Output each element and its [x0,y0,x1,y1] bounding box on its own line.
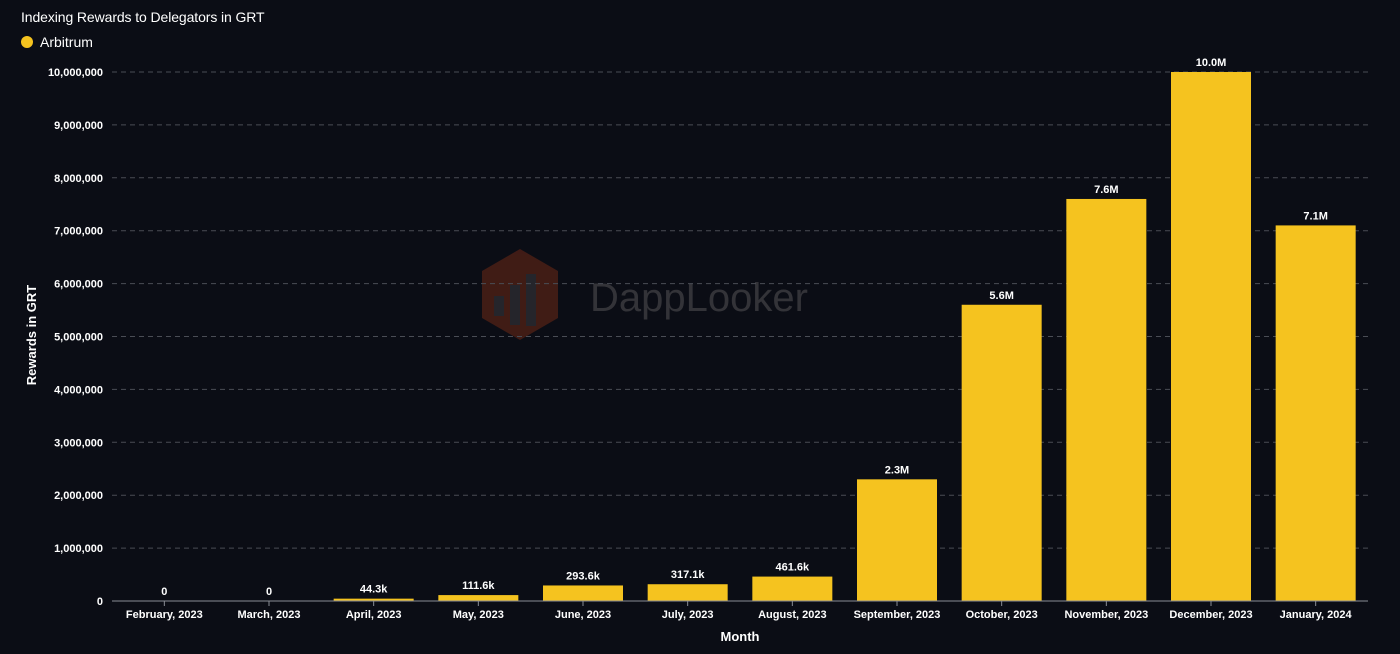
x-tick-label: March, 2023 [238,609,301,621]
data-label: 10.0M [1196,57,1227,69]
legend-label: Arbitrum [40,34,93,50]
data-label: 111.6k [462,580,495,592]
data-label: 7.1M [1303,210,1327,222]
x-tick-label: June, 2023 [555,609,611,621]
bar[interactable] [961,304,1042,601]
x-tick-label: November, 2023 [1064,609,1148,621]
y-tick-label: 3,000,000 [54,437,103,449]
x-tick-label: December, 2023 [1169,609,1252,621]
legend-swatch [21,36,33,48]
x-axis-title: Month [721,629,760,644]
grid [112,71,1368,549]
data-label: 293.6k [566,570,601,582]
data-label: 0 [161,586,167,598]
data-label: 5.6M [989,290,1013,302]
bar[interactable] [438,595,519,601]
watermark: DappLooker [482,249,808,340]
data-label: 0 [266,586,272,598]
y-tick-label: 1,000,000 [54,543,103,555]
dapplooker-logo-icon [482,249,558,340]
bars [333,72,1356,601]
bar[interactable] [1171,72,1251,601]
x-tick-label: April, 2023 [346,609,402,621]
x-tick-label: July, 2023 [662,609,714,621]
bar[interactable] [857,479,937,601]
x-tick-label: May, 2023 [453,609,504,621]
y-tick-label: 10,000,000 [48,67,103,79]
bar[interactable] [333,598,414,601]
chart-title: Indexing Rewards to Delegators in GRT [21,9,265,25]
y-tick-label: 6,000,000 [54,279,103,291]
axes: 0 1,000,000 2,000,000 3,000,000 4,000,000 5,0… [48,67,1368,621]
bar[interactable] [1066,198,1147,601]
y-tick-label: 7,000,000 [54,226,103,238]
y-tick-label: 8,000,000 [54,173,103,185]
y-tick-label: 0 [97,596,103,608]
y-axis-title: Rewards in GRT [24,285,39,385]
data-label: 7.6M [1094,184,1118,196]
x-tick-label: October, 2023 [966,609,1038,621]
y-tick-label: 4,000,000 [54,384,103,396]
legend-item-arbitrum[interactable]: Arbitrum [21,34,93,50]
data-label: 44.3k [360,584,388,596]
data-label: 317.1k [671,569,706,581]
data-label: 461.6k [776,562,811,574]
data-label: 2.3M [885,464,909,476]
y-tick-label: 9,000,000 [54,120,103,132]
x-tick-label: August, 2023 [758,609,826,621]
bar[interactable] [647,584,728,601]
x-tick-label: January, 2024 [1280,609,1353,621]
x-tick-label: September, 2023 [854,609,941,621]
bar[interactable] [1275,225,1356,601]
data-labels: 0 0 44.3k 111.6k 293.6k 317.1k 461.6k 2.3M 5.6M 7… [161,57,1328,598]
bar[interactable] [543,585,623,601]
x-tick-label: February, 2023 [126,609,203,621]
y-tick-label: 5,000,000 [54,332,103,344]
bar[interactable] [752,576,833,601]
y-tick-label: 2,000,000 [54,490,103,502]
watermark-text: DappLooker [590,276,808,320]
